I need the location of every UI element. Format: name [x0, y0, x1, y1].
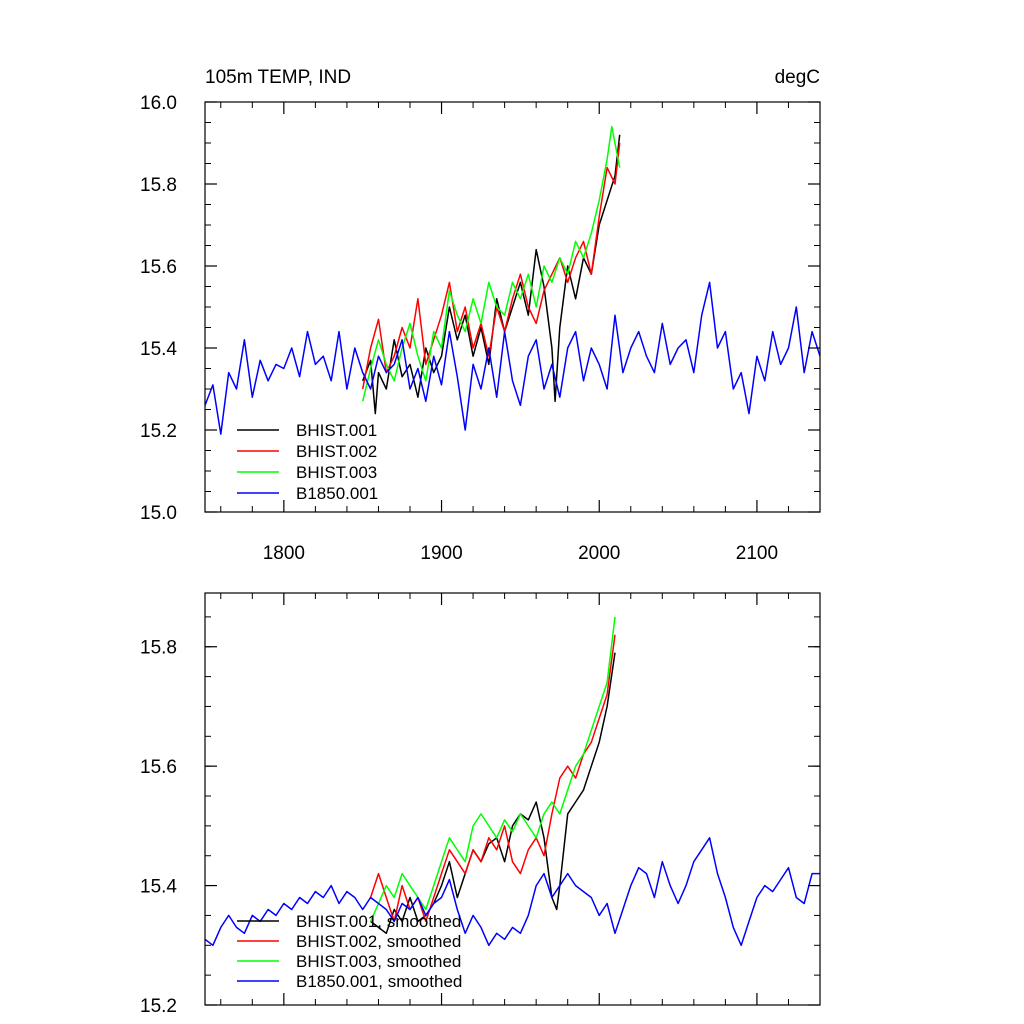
- legend-label: BHIST.002: [296, 442, 377, 461]
- top-panel-units: degC: [775, 67, 820, 88]
- x-tick-label: 2000: [578, 543, 620, 564]
- series-line-0-2: [361, 125, 621, 402]
- series-line-0-0: [362, 134, 621, 415]
- y-tick-label: 15.2: [140, 421, 177, 442]
- series-line-1-1: [369, 634, 616, 923]
- legend-label: BHIST.002, smoothed: [296, 932, 461, 951]
- legend-label: B1850.001: [296, 484, 378, 503]
- y-tick-label: 15.0: [140, 503, 177, 524]
- y-tick-label: 15.2: [140, 996, 177, 1017]
- top-panel-title: 105m TEMP, IND: [205, 67, 351, 88]
- legend-label: BHIST.001, smoothed: [296, 912, 461, 931]
- series-line-1-2: [369, 616, 616, 922]
- x-tick-label: 1900: [420, 543, 462, 564]
- series-line-1-3: [204, 837, 820, 947]
- legend-label: BHIST.003, smoothed: [296, 952, 461, 971]
- y-tick-label: 15.8: [140, 638, 177, 659]
- y-tick-label: 15.6: [140, 757, 177, 778]
- y-tick-label: 15.6: [140, 257, 177, 278]
- x-tick-label: 2100: [736, 543, 778, 564]
- legend-label: BHIST.003: [296, 463, 377, 482]
- series-line-0-3: [204, 281, 821, 435]
- legend-label: B1850.001, smoothed: [296, 972, 462, 991]
- y-tick-label: 16.0: [140, 93, 177, 114]
- y-tick-label: 15.8: [140, 175, 177, 196]
- top-panel: 105m TEMP, IND degC 15.0 15.2 15.4 15.6 15.8…: [140, 67, 821, 564]
- series-line-1-0: [370, 652, 616, 935]
- y-tick-label: 15.4: [140, 877, 177, 898]
- plot-frame: [204, 592, 821, 1006]
- y-tick-label: 15.4: [140, 339, 177, 360]
- x-tick-label: 1800: [263, 543, 305, 564]
- legend-label: BHIST.001: [296, 421, 377, 440]
